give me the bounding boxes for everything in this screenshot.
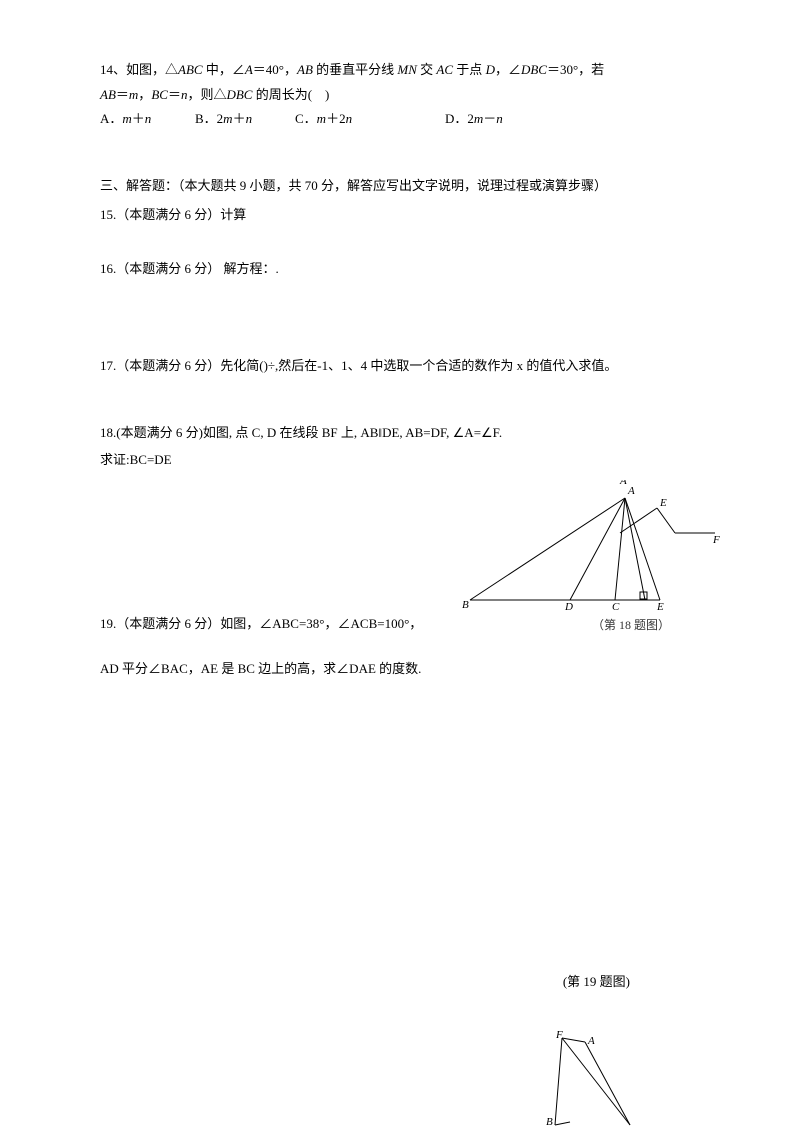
fig20-label-f: F xyxy=(555,1030,563,1041)
option-b: B．2m＋n xyxy=(195,107,295,132)
optB-n: n xyxy=(246,111,253,126)
q14-mn: MN xyxy=(397,62,417,77)
section-3-header: 三、解答题：（本大题共 9 小题，共 70 分，解答应写出文字说明，说理过程或演… xyxy=(100,174,700,199)
optC-m: m xyxy=(317,111,326,126)
q14-abc: ABC xyxy=(178,62,203,77)
optD-m: m xyxy=(474,111,483,126)
q14-d: D xyxy=(486,62,495,77)
fig18-label-c: C xyxy=(612,601,620,610)
q14-ab: AB xyxy=(297,62,313,77)
fig18-label-d: D xyxy=(564,601,573,610)
q14-ac: AC xyxy=(436,62,453,77)
q14-l1-p3: ＝40°， xyxy=(253,62,297,77)
q14-l2-p2: ， xyxy=(138,87,151,102)
fig18-label-b: B xyxy=(462,599,469,610)
fig-aux-label-f: F xyxy=(712,534,720,546)
question-18-line2: 求证:BC=DE xyxy=(100,448,700,473)
figure-18-aux: E F xyxy=(615,488,720,566)
optB-label: B．2 xyxy=(195,111,223,126)
q14-dbc: DBC xyxy=(521,62,547,77)
figure-19-caption: (第 19 题图) xyxy=(563,970,630,995)
optC-plus: ＋2 xyxy=(326,111,346,126)
optB-m: m xyxy=(223,111,232,126)
question-16: 16.（本题满分 6 分） 解方程：. xyxy=(100,257,700,282)
q14-line1: 14、如图，△ABC 中，∠A＝40°，AB 的垂直平分线 MN 交 AC 于点… xyxy=(100,58,700,83)
fig-aux-label-e: E xyxy=(659,497,667,509)
q14-l2-p5: 的周长为( ) xyxy=(252,87,329,102)
fig18-label-e: E xyxy=(656,601,664,610)
q14-l1-p7: ，∠ xyxy=(495,62,521,77)
optD-label: D．2 xyxy=(445,111,474,126)
optC-n: n xyxy=(346,111,353,126)
optA-n: n xyxy=(145,111,152,126)
q14-line2: AB＝m，BC＝n，则△DBC 的周长为( ) xyxy=(100,83,700,108)
q14-options: A．m＋n B．2m＋n C．m＋2n D．2m－n xyxy=(100,107,700,132)
optB-plus: ＋ xyxy=(233,111,246,126)
optA-m: m xyxy=(122,111,131,126)
q14-l1-p2: 中，∠ xyxy=(203,62,245,77)
q14-l1-p5: 交 xyxy=(417,62,437,77)
q14-a: A xyxy=(245,62,253,77)
q14-l1-p1: 14、如图，△ xyxy=(100,62,178,77)
fig18-label-a-top: A xyxy=(619,480,627,487)
q14-l2-m: m xyxy=(129,87,138,102)
fig20-label-b: B xyxy=(546,1116,553,1128)
option-c: C．m＋2n xyxy=(295,107,445,132)
optA-plus: ＋ xyxy=(132,111,145,126)
q14-l2-dbc: DBC xyxy=(226,87,252,102)
question-14: 14、如图，△ABC 中，∠A＝40°，AB 的垂直平分线 MN 交 AC 于点… xyxy=(100,58,700,132)
q14-l1-p8: ＝30°，若 xyxy=(547,62,604,77)
q14-l2-p3: ＝ xyxy=(168,87,181,102)
option-d: D．2m－n xyxy=(445,107,503,132)
optD-minus: － xyxy=(483,111,496,126)
q14-l2-ab: AB xyxy=(100,87,116,102)
optC-label: C． xyxy=(295,111,317,126)
question-15: 15.（本题满分 6 分）计算 xyxy=(100,203,700,228)
option-a: A．m＋n xyxy=(100,107,195,132)
q14-l2-bc: BC xyxy=(151,87,168,102)
figure-18-caption: （第 18 题图） xyxy=(592,614,670,637)
optD-n: n xyxy=(496,111,503,126)
optA-label: A． xyxy=(100,111,122,126)
fig20-label-a: A xyxy=(587,1035,595,1047)
q14-l2-p4: ，则△ xyxy=(187,87,226,102)
question-18-line1: 18.(本题满分 6 分)如图, 点 C, D 在线段 BF 上, AB‖DE,… xyxy=(100,421,700,446)
question-17: 17.（本题满分 6 分）先化简()÷,然后在-1、1、4 中选取一个合适的数作… xyxy=(100,354,700,379)
question-19-line2: AD 平分∠BAC，AE 是 BC 边上的高，求∠DAE 的度数. xyxy=(100,657,700,682)
q14-l1-p6: 于点 xyxy=(453,62,486,77)
figure-20: F A B xyxy=(540,1030,635,1130)
q14-l2-p1: ＝ xyxy=(116,87,129,102)
q14-l1-p4: 的垂直平分线 xyxy=(313,62,398,77)
